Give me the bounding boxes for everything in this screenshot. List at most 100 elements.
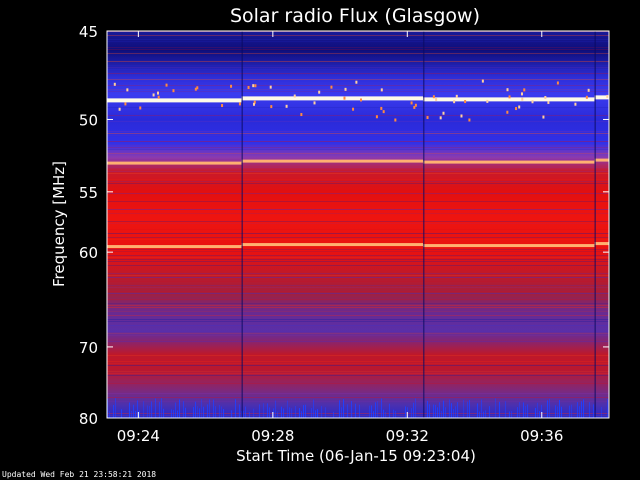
texture-line <box>107 85 609 86</box>
striation <box>525 405 526 418</box>
burst-dot <box>606 94 609 98</box>
texture-line <box>107 201 609 202</box>
texture-line <box>107 265 609 266</box>
texture-line <box>107 69 609 70</box>
texture-line <box>107 193 609 194</box>
striation <box>317 409 318 418</box>
striation <box>427 400 428 418</box>
striation <box>477 403 478 418</box>
bright-band <box>594 242 609 246</box>
striation <box>355 403 356 418</box>
striation <box>569 405 570 418</box>
striation <box>275 400 276 418</box>
striation <box>143 401 144 418</box>
striation <box>559 400 560 418</box>
plot-frame <box>106 30 610 419</box>
striation <box>547 400 548 418</box>
burst-dot <box>172 89 175 93</box>
texture-line <box>107 183 609 184</box>
burst-dot <box>196 86 199 90</box>
y-tick-label: 45 <box>79 23 98 41</box>
striation <box>607 398 608 418</box>
texture-line <box>107 47 609 48</box>
burst-dot <box>515 107 518 111</box>
burst-dot <box>157 91 160 95</box>
bright-band <box>107 245 242 249</box>
texture-line <box>107 259 609 260</box>
burst-dot <box>521 97 524 101</box>
striation <box>185 407 186 418</box>
striation <box>395 410 396 418</box>
texture-line <box>107 147 609 148</box>
bright-band <box>107 161 242 165</box>
texture-line <box>107 291 609 292</box>
texture-line <box>107 315 609 316</box>
burst-dot <box>139 106 142 110</box>
striation <box>215 406 216 418</box>
striation <box>375 402 376 418</box>
burst-dot <box>375 115 378 119</box>
burst-dot <box>252 84 255 88</box>
striation <box>509 411 510 418</box>
striation <box>445 407 446 418</box>
striation <box>451 403 452 418</box>
striation <box>201 399 202 418</box>
burst-dot <box>344 87 347 91</box>
striation <box>351 401 352 418</box>
burst-dot <box>439 116 442 120</box>
striation <box>109 411 110 418</box>
texture-line <box>107 179 609 180</box>
striation <box>249 411 250 418</box>
striation <box>499 401 500 418</box>
striation <box>389 403 390 418</box>
striation <box>453 409 454 418</box>
striation <box>479 411 480 418</box>
burst-dot <box>455 94 458 98</box>
striation <box>313 399 314 418</box>
striation <box>213 399 214 418</box>
striation <box>193 407 194 418</box>
burst-dot <box>124 102 127 106</box>
striation <box>511 411 512 418</box>
texture-line <box>107 133 609 134</box>
texture-line <box>107 237 609 238</box>
texture-line <box>107 305 609 306</box>
burst-dot <box>435 98 438 102</box>
updated-timestamp: Updated Wed Feb 21 23:58:21 2018 <box>2 470 156 479</box>
bright-band <box>422 244 595 248</box>
y-tick-label: 80 <box>79 410 98 428</box>
x-tick-label: 09:36 <box>520 427 563 445</box>
texture-line <box>107 371 609 372</box>
striation <box>135 410 136 418</box>
striation <box>239 404 240 418</box>
burst-dot <box>531 100 534 104</box>
burst-dot <box>254 84 257 88</box>
texture-line <box>107 355 609 356</box>
burst-dot <box>506 88 509 92</box>
striation <box>277 411 278 418</box>
striation <box>281 406 282 418</box>
bright-band <box>107 98 242 103</box>
texture-line <box>107 293 609 294</box>
burst-dot <box>352 107 355 111</box>
texture-line <box>107 255 609 256</box>
striation <box>179 399 180 418</box>
striation <box>219 404 220 418</box>
striation <box>267 403 268 418</box>
burst-dot <box>318 90 321 94</box>
striation <box>339 400 340 418</box>
striation <box>557 406 558 418</box>
striation <box>519 401 520 418</box>
striation <box>537 402 538 418</box>
burst-dot <box>118 107 121 111</box>
burst-dot <box>285 104 288 108</box>
y-axis: 45 50 55 60 70 80 <box>79 23 609 428</box>
texture-line <box>107 171 609 172</box>
texture-line <box>107 77 609 78</box>
burst-dot <box>542 115 545 119</box>
texture-line <box>107 35 609 36</box>
texture-line <box>107 331 609 332</box>
striation <box>443 400 444 418</box>
striation <box>535 407 536 418</box>
striation <box>263 403 264 418</box>
